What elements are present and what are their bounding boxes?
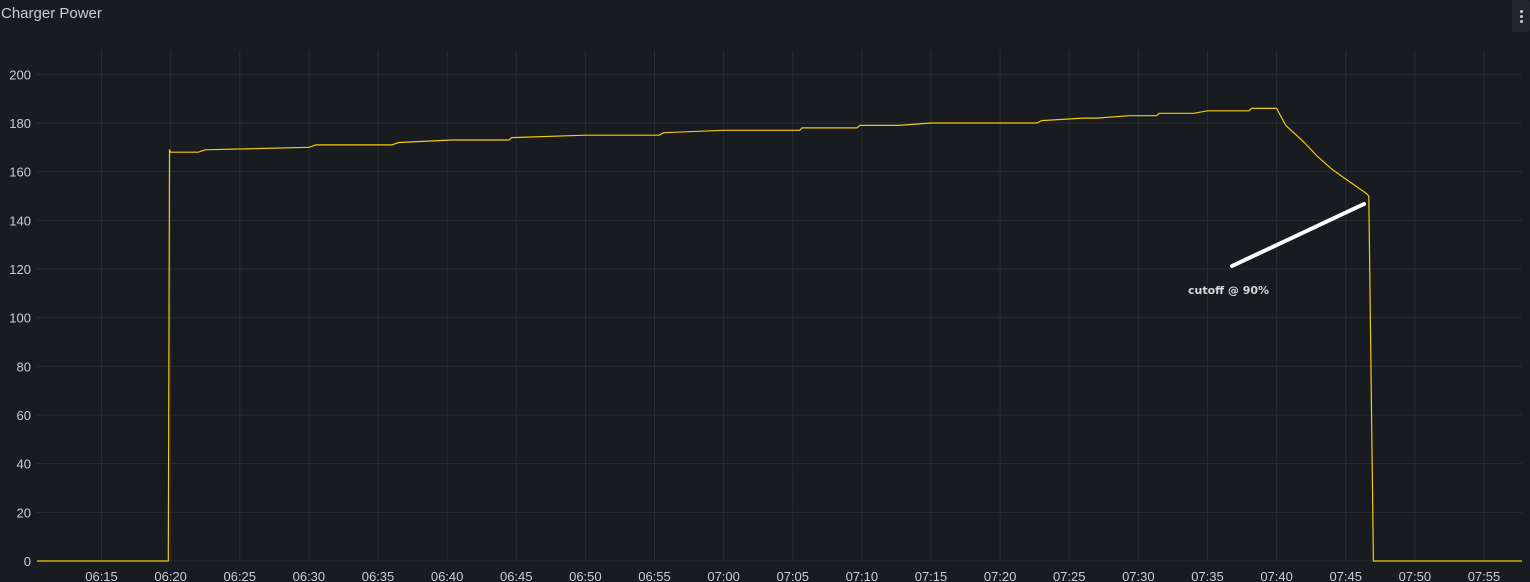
y-tick-label: 180 (9, 116, 31, 131)
series-line (37, 107, 1522, 562)
x-tick-label: 06:30 (293, 569, 326, 582)
x-tick-label: 06:20 (154, 569, 187, 582)
x-tick-label: 06:35 (362, 569, 395, 582)
annotation-line (1230, 202, 1366, 268)
x-tick-label: 06:45 (500, 569, 533, 582)
y-tick-label: 80 (17, 359, 31, 374)
x-tick-label: 07:55 (1468, 569, 1501, 582)
panel-title: Charger Power (1, 5, 102, 22)
y-tick-label: 120 (9, 262, 31, 277)
annotation-label: cutoff @ 90% (1188, 284, 1270, 297)
x-tick-label: 07:05 (776, 569, 809, 582)
x-tick-label: 07:25 (1053, 569, 1086, 582)
x-tick-label: 07:00 (707, 569, 740, 582)
y-tick-label: 200 (9, 67, 31, 82)
y-tick-label: 60 (17, 408, 31, 423)
y-tick-label: 20 (17, 505, 31, 520)
y-tick-label: 140 (9, 213, 31, 228)
y-tick-label: 40 (17, 457, 31, 472)
x-tick-label: 07:30 (1122, 569, 1155, 582)
x-tick-label: 07:45 (1329, 569, 1362, 582)
x-tick-label: 06:50 (569, 569, 602, 582)
x-tick-label: 06:55 (638, 569, 671, 582)
x-tick-label: 07:35 (1191, 569, 1224, 582)
x-tick-label: 07:10 (846, 569, 879, 582)
x-tick-label: 06:15 (85, 569, 118, 582)
x-tick-label: 06:40 (431, 569, 464, 582)
x-tick-label: 07:15 (915, 569, 948, 582)
y-tick-label: 160 (9, 165, 31, 180)
kebab-menu-icon[interactable] (1512, 0, 1530, 32)
x-tick-label: 06:25 (223, 569, 256, 582)
y-tick-label: 0 (24, 554, 31, 569)
x-tick-label: 07:50 (1399, 569, 1432, 582)
x-tick-label: 07:20 (984, 569, 1017, 582)
x-tick-label: 07:40 (1260, 569, 1293, 582)
y-tick-label: 100 (9, 311, 31, 326)
